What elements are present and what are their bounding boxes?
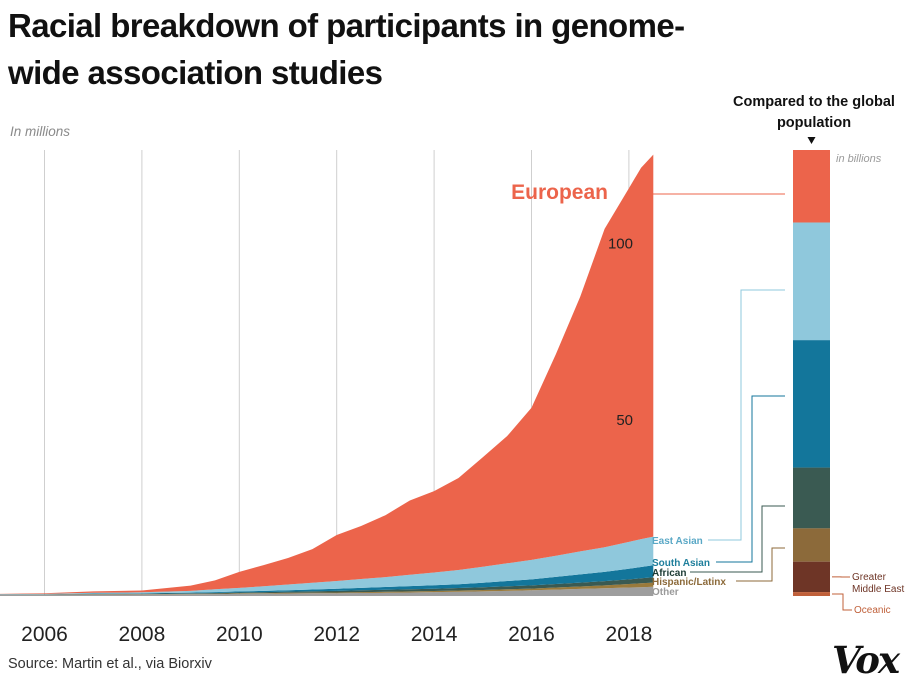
bar-segment-east-asian xyxy=(793,222,830,341)
leader-african xyxy=(690,505,785,573)
x-tick-label: 2008 xyxy=(119,623,166,646)
legend-label: South Asian xyxy=(652,558,710,569)
bar-units-label: in billions xyxy=(836,153,882,165)
vox-logo: Vox xyxy=(832,638,900,682)
bar-segment-hispanic-latinx xyxy=(793,528,830,562)
area-other xyxy=(0,586,654,596)
leader-hispanic-latinx xyxy=(736,547,785,582)
label-european: European xyxy=(511,181,608,204)
x-tick-label: 2014 xyxy=(411,623,458,646)
comparison-title: Compared to the global population xyxy=(733,94,895,131)
legend-label: African xyxy=(652,568,686,579)
bar-segment-south-asian xyxy=(793,340,830,468)
leader-south-asian xyxy=(716,395,785,563)
x-tick-label: 2006 xyxy=(21,623,68,646)
y-units-label: In millions xyxy=(10,124,71,139)
leader-east-asian xyxy=(708,289,785,541)
leader-oceanic xyxy=(832,593,852,611)
pointer-arrow-icon xyxy=(807,137,816,144)
bar-segment-oceanic xyxy=(793,592,830,596)
y-tick-label: 50 xyxy=(616,412,633,429)
x-tick-label: 2010 xyxy=(216,623,263,646)
y-tick-label: 100 xyxy=(608,235,633,252)
area-east-asian xyxy=(0,536,654,595)
area-african xyxy=(0,577,654,595)
chart-title: Racial breakdown of participants in geno… xyxy=(8,7,685,91)
bar-segment-european xyxy=(793,150,830,223)
x-tick-label: 2012 xyxy=(313,623,360,646)
bar-segment-african xyxy=(793,467,830,529)
label-greater-middle-east: Greater Middle East xyxy=(852,572,904,595)
x-tick-label: 2018 xyxy=(606,623,653,646)
bar-segment-greater-middle-east xyxy=(793,561,830,593)
legend-label: Other xyxy=(652,587,679,598)
area-european xyxy=(0,154,654,595)
legend-label: Hispanic/Latinx xyxy=(652,577,726,588)
legend-label: East Asian xyxy=(652,536,703,547)
source-note: Source: Martin et al., via Biorxiv xyxy=(8,656,212,672)
x-tick-label: 2016 xyxy=(508,623,555,646)
label-oceanic: Oceanic xyxy=(854,605,891,616)
